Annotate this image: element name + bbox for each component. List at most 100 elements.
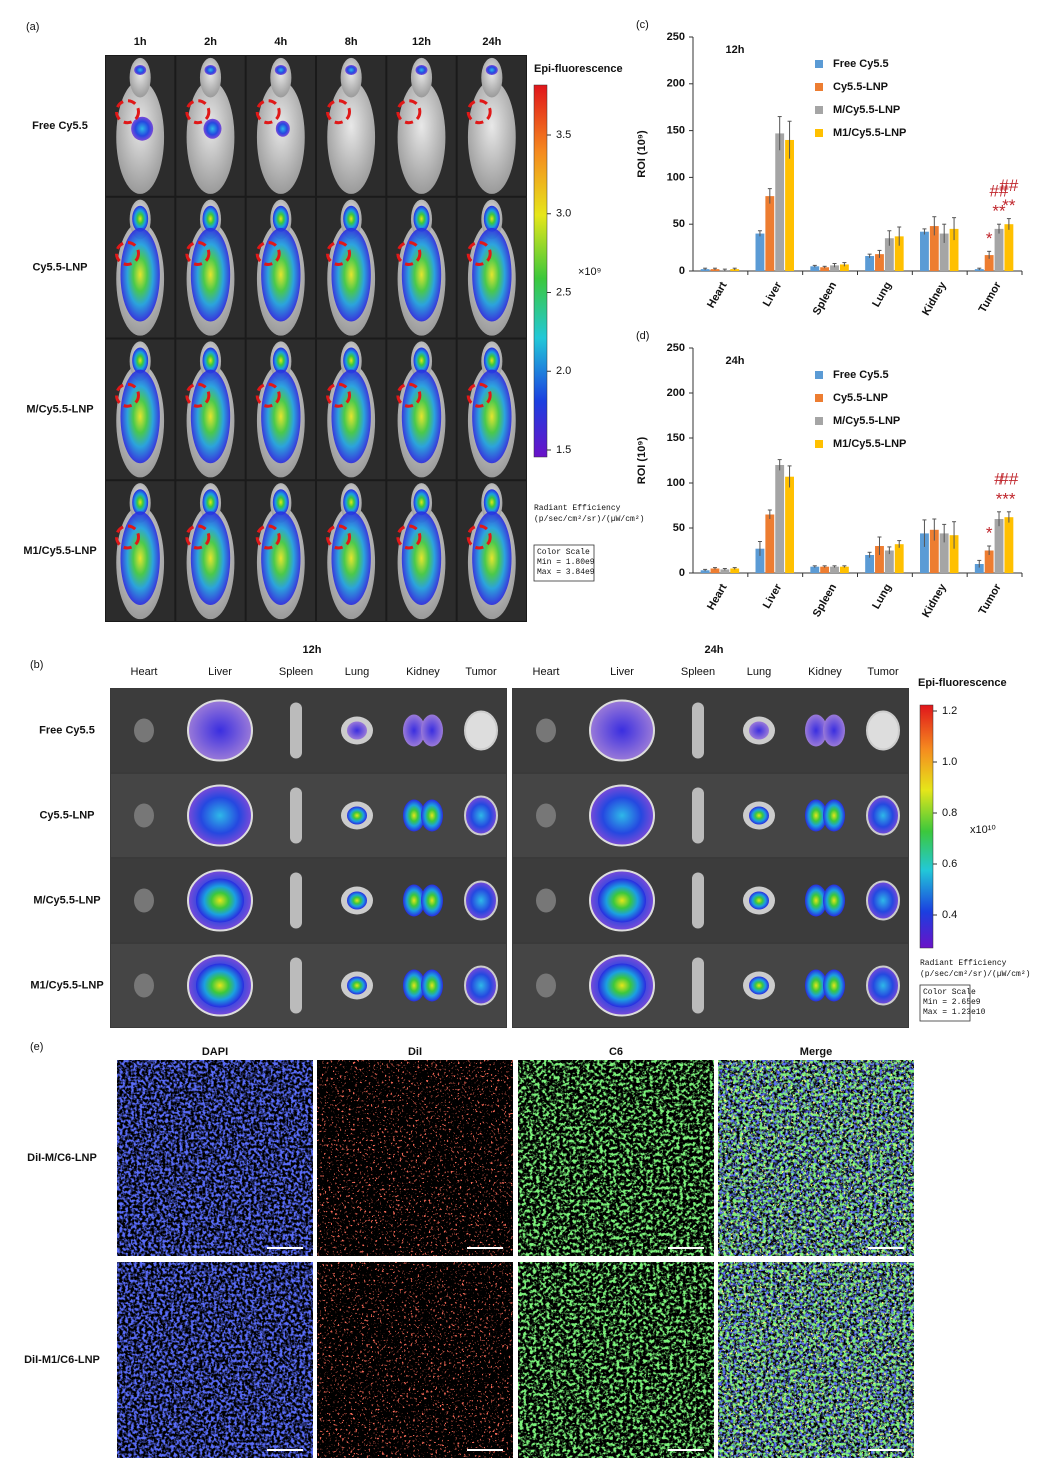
signal xyxy=(132,205,149,232)
mouse-head xyxy=(481,57,503,98)
scale-box xyxy=(919,984,971,1022)
legend-label: M1/Cy5.5-LNP xyxy=(833,438,906,450)
liver xyxy=(589,784,655,847)
tumor xyxy=(866,795,900,836)
organ-header: Tumor xyxy=(867,666,899,678)
micrograph-texture xyxy=(718,1262,914,1458)
signal xyxy=(274,65,287,75)
bar xyxy=(884,238,894,271)
mouse-head xyxy=(270,57,292,98)
image-cell xyxy=(513,859,908,942)
signal xyxy=(202,205,219,232)
column-header: DAPI xyxy=(202,1046,228,1058)
organ-header: Heart xyxy=(533,666,560,678)
signal xyxy=(331,369,371,464)
image-cell xyxy=(513,689,908,772)
colorbar-tick-label: 1.5 xyxy=(556,444,571,456)
lung-signal xyxy=(347,891,367,910)
bar xyxy=(730,568,740,573)
y-tick-label: 150 xyxy=(667,125,685,137)
colorbar-tick-label: 3.5 xyxy=(556,129,571,141)
colorbar xyxy=(919,704,934,949)
column-header: 2h xyxy=(204,36,217,48)
panel-label: (c) xyxy=(636,19,649,31)
scale-text: Max = 1.23e10 xyxy=(923,1008,986,1017)
liver-hot xyxy=(196,878,244,923)
tumor-marker xyxy=(185,99,211,125)
tumor-marker xyxy=(396,99,422,125)
signal xyxy=(275,120,290,137)
signal xyxy=(413,347,430,374)
tumor xyxy=(464,880,498,921)
lung-signal xyxy=(347,976,367,995)
bar xyxy=(920,231,929,271)
liver xyxy=(589,699,655,762)
bar xyxy=(700,570,710,573)
spleen xyxy=(692,787,704,844)
bar xyxy=(810,266,820,271)
tumor xyxy=(866,710,900,751)
tumor-marker xyxy=(326,524,352,550)
signal xyxy=(261,227,301,322)
signal xyxy=(485,65,498,75)
signal xyxy=(472,511,512,605)
significance-mark: ** xyxy=(992,202,1006,221)
kidney xyxy=(823,714,845,747)
micrograph-texture xyxy=(317,1262,513,1458)
tumor-marker xyxy=(255,240,281,266)
bar xyxy=(755,548,765,573)
colorbar-tick-label: 0.4 xyxy=(942,909,957,921)
legend-swatch xyxy=(815,394,823,402)
significance-mark: # xyxy=(994,469,1004,488)
signal xyxy=(261,369,301,464)
colorbar-tick-label: 2.5 xyxy=(556,286,571,298)
tumor-marker xyxy=(115,240,141,266)
y-tick-label: 150 xyxy=(667,432,685,444)
signal xyxy=(134,65,147,75)
y-tick-label: 250 xyxy=(667,31,685,43)
organ-header: Liver xyxy=(610,666,634,678)
image-cell xyxy=(111,944,506,1027)
mouse-head xyxy=(129,57,151,98)
legend-swatch xyxy=(815,83,823,91)
scale-text: Color Scale xyxy=(923,988,976,997)
bar xyxy=(820,267,830,271)
micrograph-texture xyxy=(518,1262,714,1458)
heart xyxy=(536,888,556,913)
bar xyxy=(830,265,839,271)
bar xyxy=(865,555,875,573)
column-header: C6 xyxy=(609,1046,623,1058)
tumor-marker xyxy=(396,382,422,408)
y-tick-label: 0 xyxy=(679,265,685,277)
bar xyxy=(1004,517,1014,573)
row-label: Cy5.5-LNP xyxy=(39,809,94,821)
signal xyxy=(204,65,217,75)
signal xyxy=(483,205,500,232)
lung-signal xyxy=(749,976,769,995)
bar xyxy=(994,519,1004,573)
colorbar-tick-label: 1.2 xyxy=(942,705,957,717)
colorbar-unit: ×10⁹ xyxy=(578,266,601,278)
heart xyxy=(134,888,154,913)
signal xyxy=(272,347,289,374)
kidney xyxy=(421,799,443,832)
bar xyxy=(939,533,949,573)
significance-mark: ## xyxy=(999,176,1018,195)
kidney xyxy=(403,714,425,747)
kidney xyxy=(805,799,827,832)
bar xyxy=(810,566,820,573)
colorbar-legend: (p/sec/cm²/sr)/(µW/cm²) xyxy=(920,970,1030,979)
scale-text: Min = 2.65e9 xyxy=(923,998,981,1007)
kidney xyxy=(805,969,827,1002)
colorbar-unit: x10¹⁰ xyxy=(970,824,996,836)
spleen xyxy=(692,872,704,929)
bar xyxy=(720,569,730,573)
colorbar-legend: (p/sec/cm²/sr)/(µW/cm²) xyxy=(534,515,644,524)
colorbar-tick-label: 0.6 xyxy=(942,858,957,870)
row-label: M1/Cy5.5-LNP xyxy=(30,979,103,991)
signal xyxy=(413,205,430,232)
y-tick-label: 50 xyxy=(673,522,685,534)
image-cell xyxy=(513,944,908,1027)
kidney xyxy=(805,714,827,747)
heart xyxy=(536,718,556,743)
